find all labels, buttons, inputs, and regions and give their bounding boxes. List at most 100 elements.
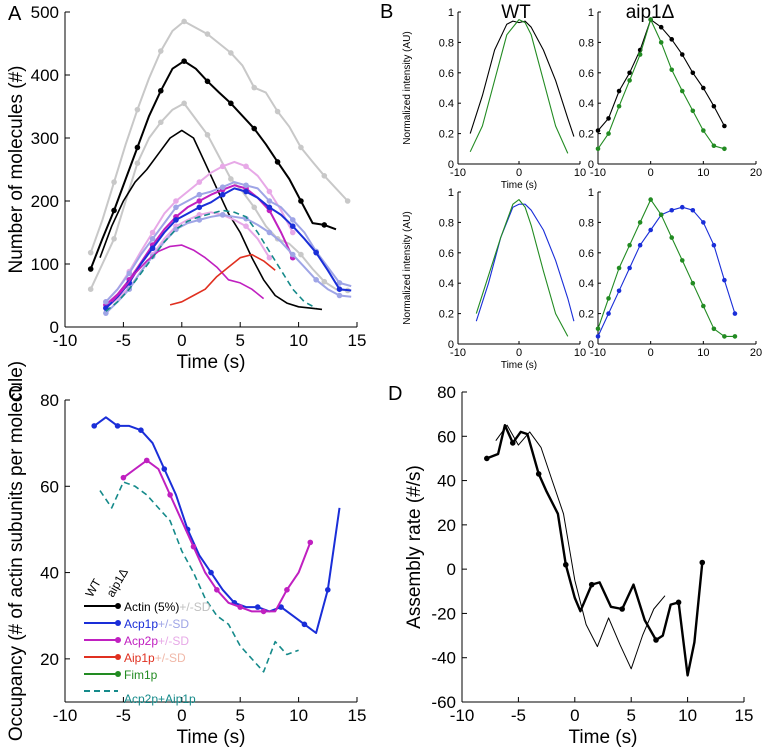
data-point <box>619 606 625 612</box>
data-point <box>325 587 331 593</box>
data-point <box>289 229 296 236</box>
data-point <box>648 197 653 202</box>
data-point <box>181 100 187 107</box>
data-point <box>111 207 117 214</box>
data-point <box>243 163 249 170</box>
series-line-acp2p-aip1p <box>99 481 299 673</box>
data-point <box>274 159 281 165</box>
y-tick-label: 20 <box>437 516 456 535</box>
data-point <box>711 143 717 149</box>
y-tick-label: 400 <box>31 66 59 85</box>
data-point <box>535 471 542 477</box>
series-line-actin-sd <box>89 102 348 292</box>
data-point <box>196 198 203 204</box>
panel-label-d: D <box>388 383 402 405</box>
y-tick-label: 0.4 <box>439 278 454 290</box>
data-point <box>237 604 243 610</box>
series-line-actin <box>469 20 575 137</box>
y-tick-label: 0.2 <box>439 129 454 141</box>
x-tick-label: -10 <box>450 347 466 359</box>
x-tick-label: 5 <box>235 331 244 350</box>
data-point <box>562 561 569 568</box>
x-tick-label: 10 <box>289 706 308 725</box>
data-point <box>701 220 706 225</box>
data-point <box>157 87 164 94</box>
data-point <box>243 182 249 189</box>
data-point <box>321 222 328 228</box>
x-tick-label: 10 <box>574 347 586 359</box>
y-tick-label: 0 <box>448 339 454 351</box>
data-point <box>637 52 643 57</box>
data-point <box>298 251 304 258</box>
panel-label-a: A <box>8 3 22 25</box>
data-point <box>616 88 622 94</box>
y-tick-label: 0.2 <box>579 309 594 321</box>
series-line-actin-5-aip1- <box>89 60 337 270</box>
col-title-aip1: aip1Δ <box>626 2 675 23</box>
chart-c: -10 -5 0 5 10 15 20 40 60 80 Time (s) Occupancy (# … <box>6 361 366 748</box>
data-point <box>627 242 632 248</box>
data-point <box>228 100 234 107</box>
series-line-actin <box>597 19 725 131</box>
y-tick-label: 0.2 <box>439 309 454 321</box>
x-tick-label: 0 <box>648 347 654 359</box>
y-tick-label: 300 <box>31 129 59 148</box>
data-point <box>313 276 319 283</box>
data-point <box>722 334 727 339</box>
data-point <box>204 78 211 85</box>
x-tick-label: 0 <box>648 167 654 179</box>
y-tick-label: 0.8 <box>439 37 454 49</box>
data-point <box>307 539 314 546</box>
y-tick-label: 200 <box>31 192 59 211</box>
y-tick-label: 0 <box>588 159 594 171</box>
data-point <box>298 198 304 204</box>
data-point <box>509 440 516 446</box>
data-point <box>196 179 203 185</box>
data-point <box>181 58 187 64</box>
data-point <box>251 204 258 211</box>
data-point <box>266 204 273 211</box>
data-point <box>595 128 601 133</box>
x-axis-title: Time (s) <box>177 352 246 373</box>
data-point <box>260 608 267 615</box>
y-tick-label: 0.6 <box>579 248 594 260</box>
y-tick-label: 0 <box>588 339 594 351</box>
data-point <box>606 131 611 136</box>
data-point <box>658 212 664 218</box>
y-axis-title: Number of molecules (#) <box>6 65 27 273</box>
data-point <box>103 299 109 305</box>
y-tick-label: 0.8 <box>439 217 454 229</box>
y-tick-label: 0.8 <box>579 37 594 49</box>
legend-label: Acp1p+/-SD <box>124 617 189 631</box>
data-point <box>157 119 164 126</box>
legend-label: Fim1p <box>124 668 158 682</box>
data-point <box>690 280 696 286</box>
data-point <box>219 184 226 190</box>
y-tick-label: -20 <box>431 604 456 623</box>
data-point <box>114 423 121 429</box>
data-point <box>134 144 141 151</box>
x-axis-title: Time (s) <box>501 180 537 191</box>
y-tick-label: 60 <box>437 427 456 446</box>
legend-marker <box>115 620 121 626</box>
data-point <box>208 569 214 576</box>
data-point <box>732 334 738 339</box>
data-point <box>595 334 601 339</box>
data-point <box>219 163 226 170</box>
data-point <box>149 245 156 252</box>
data-point <box>701 85 706 91</box>
x-tick-label: 15 <box>348 331 367 350</box>
y-tick-label: 1 <box>588 187 594 199</box>
y-tick-label: 1 <box>588 7 594 19</box>
data-point <box>190 543 197 550</box>
data-point <box>134 106 141 113</box>
y-tick-label: 0.6 <box>439 248 454 260</box>
y-tick-label: 40 <box>40 564 59 583</box>
series-line-actin-sd <box>89 20 349 254</box>
series-line-acp1p-sd <box>105 213 352 314</box>
data-point <box>173 198 179 204</box>
data-point <box>711 242 717 248</box>
y-axis-title: Normalized intensity (AU) <box>402 211 413 324</box>
data-point <box>690 108 696 114</box>
legend-label: Aip1p+/-SD <box>124 651 186 665</box>
